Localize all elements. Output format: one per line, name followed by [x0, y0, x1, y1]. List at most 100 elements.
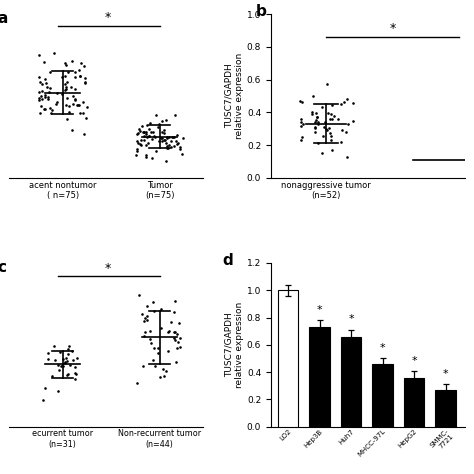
Point [170, 334, 178, 341]
Point [71, 73, 78, 81]
Point [319, 132, 327, 140]
Point [61, 359, 69, 366]
Point [155, 123, 162, 131]
Point [68, 347, 75, 355]
Point [71, 85, 79, 92]
Point [146, 335, 154, 342]
Point [46, 104, 54, 112]
Point [163, 135, 171, 142]
Point [144, 139, 152, 147]
Point [41, 105, 48, 113]
Point [171, 308, 178, 316]
Point [160, 129, 168, 137]
Point [155, 120, 163, 128]
Point [42, 80, 50, 87]
Point [314, 120, 322, 128]
Point [154, 349, 162, 357]
Point [167, 318, 175, 325]
Point [137, 141, 145, 149]
Point [82, 114, 90, 122]
Point [133, 130, 141, 137]
Point [79, 99, 86, 106]
Point [328, 116, 336, 123]
Point [318, 149, 326, 157]
Point [61, 80, 68, 88]
Point [59, 73, 66, 81]
Y-axis label: TUSC7/GAPDH
relative expression: TUSC7/GAPDH relative expression [225, 53, 244, 139]
Point [328, 146, 336, 154]
Point [299, 120, 307, 128]
Point [60, 356, 67, 363]
Point [175, 319, 182, 327]
Point [80, 131, 87, 138]
Point [313, 113, 321, 121]
Point [134, 146, 141, 153]
Point [36, 96, 43, 104]
Point [41, 384, 49, 392]
Point [160, 373, 168, 380]
Point [71, 96, 79, 103]
Point [327, 110, 335, 118]
Point [297, 136, 305, 144]
Point [71, 369, 78, 377]
Point [68, 57, 76, 65]
Point [158, 117, 166, 125]
Point [151, 362, 159, 370]
Point [59, 362, 66, 370]
Point [71, 375, 79, 383]
Point [148, 136, 156, 143]
Point [69, 92, 77, 100]
Point [161, 136, 169, 143]
Point [173, 137, 180, 145]
Point [338, 126, 346, 133]
Point [179, 151, 186, 158]
Point [176, 343, 184, 351]
Point [349, 99, 356, 107]
Point [144, 133, 151, 141]
Point [36, 78, 44, 86]
Point [148, 154, 156, 162]
Point [71, 68, 79, 76]
Point [36, 51, 43, 59]
Point [177, 334, 184, 342]
Point [134, 137, 141, 145]
Point [37, 92, 45, 100]
Point [343, 153, 351, 161]
Point [308, 110, 316, 118]
Point [164, 328, 172, 336]
Point [145, 126, 153, 133]
Point [140, 128, 147, 136]
Point [64, 370, 72, 378]
Point [326, 125, 333, 132]
Point [137, 136, 145, 144]
Point [171, 336, 179, 344]
Point [142, 141, 149, 149]
Point [140, 132, 148, 140]
Point [150, 344, 157, 352]
Point [296, 97, 304, 104]
Text: *: * [380, 343, 385, 353]
Point [162, 157, 169, 164]
Point [139, 128, 147, 136]
Point [62, 85, 69, 93]
Point [40, 58, 47, 66]
Point [62, 86, 69, 94]
Point [171, 297, 179, 304]
Point [51, 356, 59, 364]
Point [46, 68, 54, 76]
Point [41, 105, 48, 112]
Point [80, 109, 87, 117]
Point [67, 83, 75, 91]
Point [179, 134, 187, 141]
Point [74, 101, 82, 109]
Point [143, 317, 150, 324]
Bar [310, 327, 330, 427]
Point [297, 116, 304, 123]
Point [171, 328, 179, 336]
Point [326, 129, 334, 137]
Point [173, 330, 181, 337]
Point [39, 397, 47, 404]
Point [176, 143, 183, 150]
Point [158, 137, 166, 145]
Point [330, 113, 337, 120]
